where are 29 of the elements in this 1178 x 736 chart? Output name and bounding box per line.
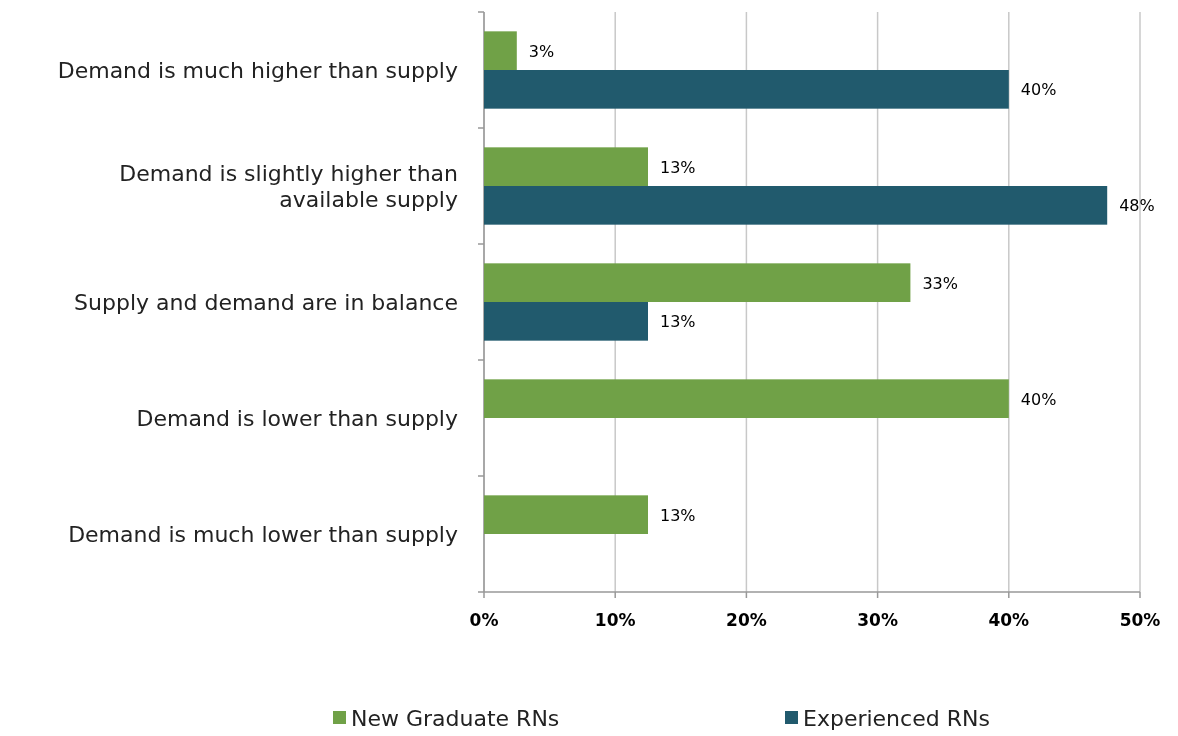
- y-tick-label: Demand is much higher than supply: [57, 58, 458, 83]
- data-label: 40%: [1020, 80, 1057, 100]
- y-tick-label: Demand is lower than supply: [136, 406, 458, 431]
- x-tick-label: 40%: [988, 610, 1030, 630]
- bar: [484, 495, 648, 534]
- bar: [484, 70, 1009, 109]
- y-tick-label: Demand is much lower than supply: [68, 522, 458, 547]
- data-label: 3%: [528, 41, 555, 61]
- bar: [484, 31, 517, 70]
- x-tick-label: 10%: [594, 610, 636, 630]
- legend-label: New Graduate RNs: [351, 706, 560, 731]
- x-tick-label: 0%: [469, 610, 499, 630]
- bar: [484, 147, 648, 186]
- bar: [484, 302, 648, 341]
- x-tick-label: 50%: [1119, 610, 1161, 630]
- y-tick-label: Supply and demand are in balance: [74, 290, 458, 315]
- x-tick-label: 20%: [726, 610, 767, 630]
- bar: [484, 263, 911, 302]
- x-tick-label: 30%: [857, 610, 898, 630]
- legend-label: Experienced RNs: [803, 706, 990, 731]
- data-label: 13%: [660, 157, 696, 177]
- data-label: 40%: [1020, 389, 1057, 409]
- data-label: 13%: [660, 312, 696, 332]
- bar: [484, 186, 1108, 225]
- data-label: 48%: [1119, 196, 1155, 216]
- data-label: 33%: [922, 273, 958, 293]
- bar: [484, 379, 1009, 418]
- data-label: 13%: [660, 505, 696, 525]
- y-tick-label: Demand is slightly higher than available supply: [119, 161, 458, 212]
